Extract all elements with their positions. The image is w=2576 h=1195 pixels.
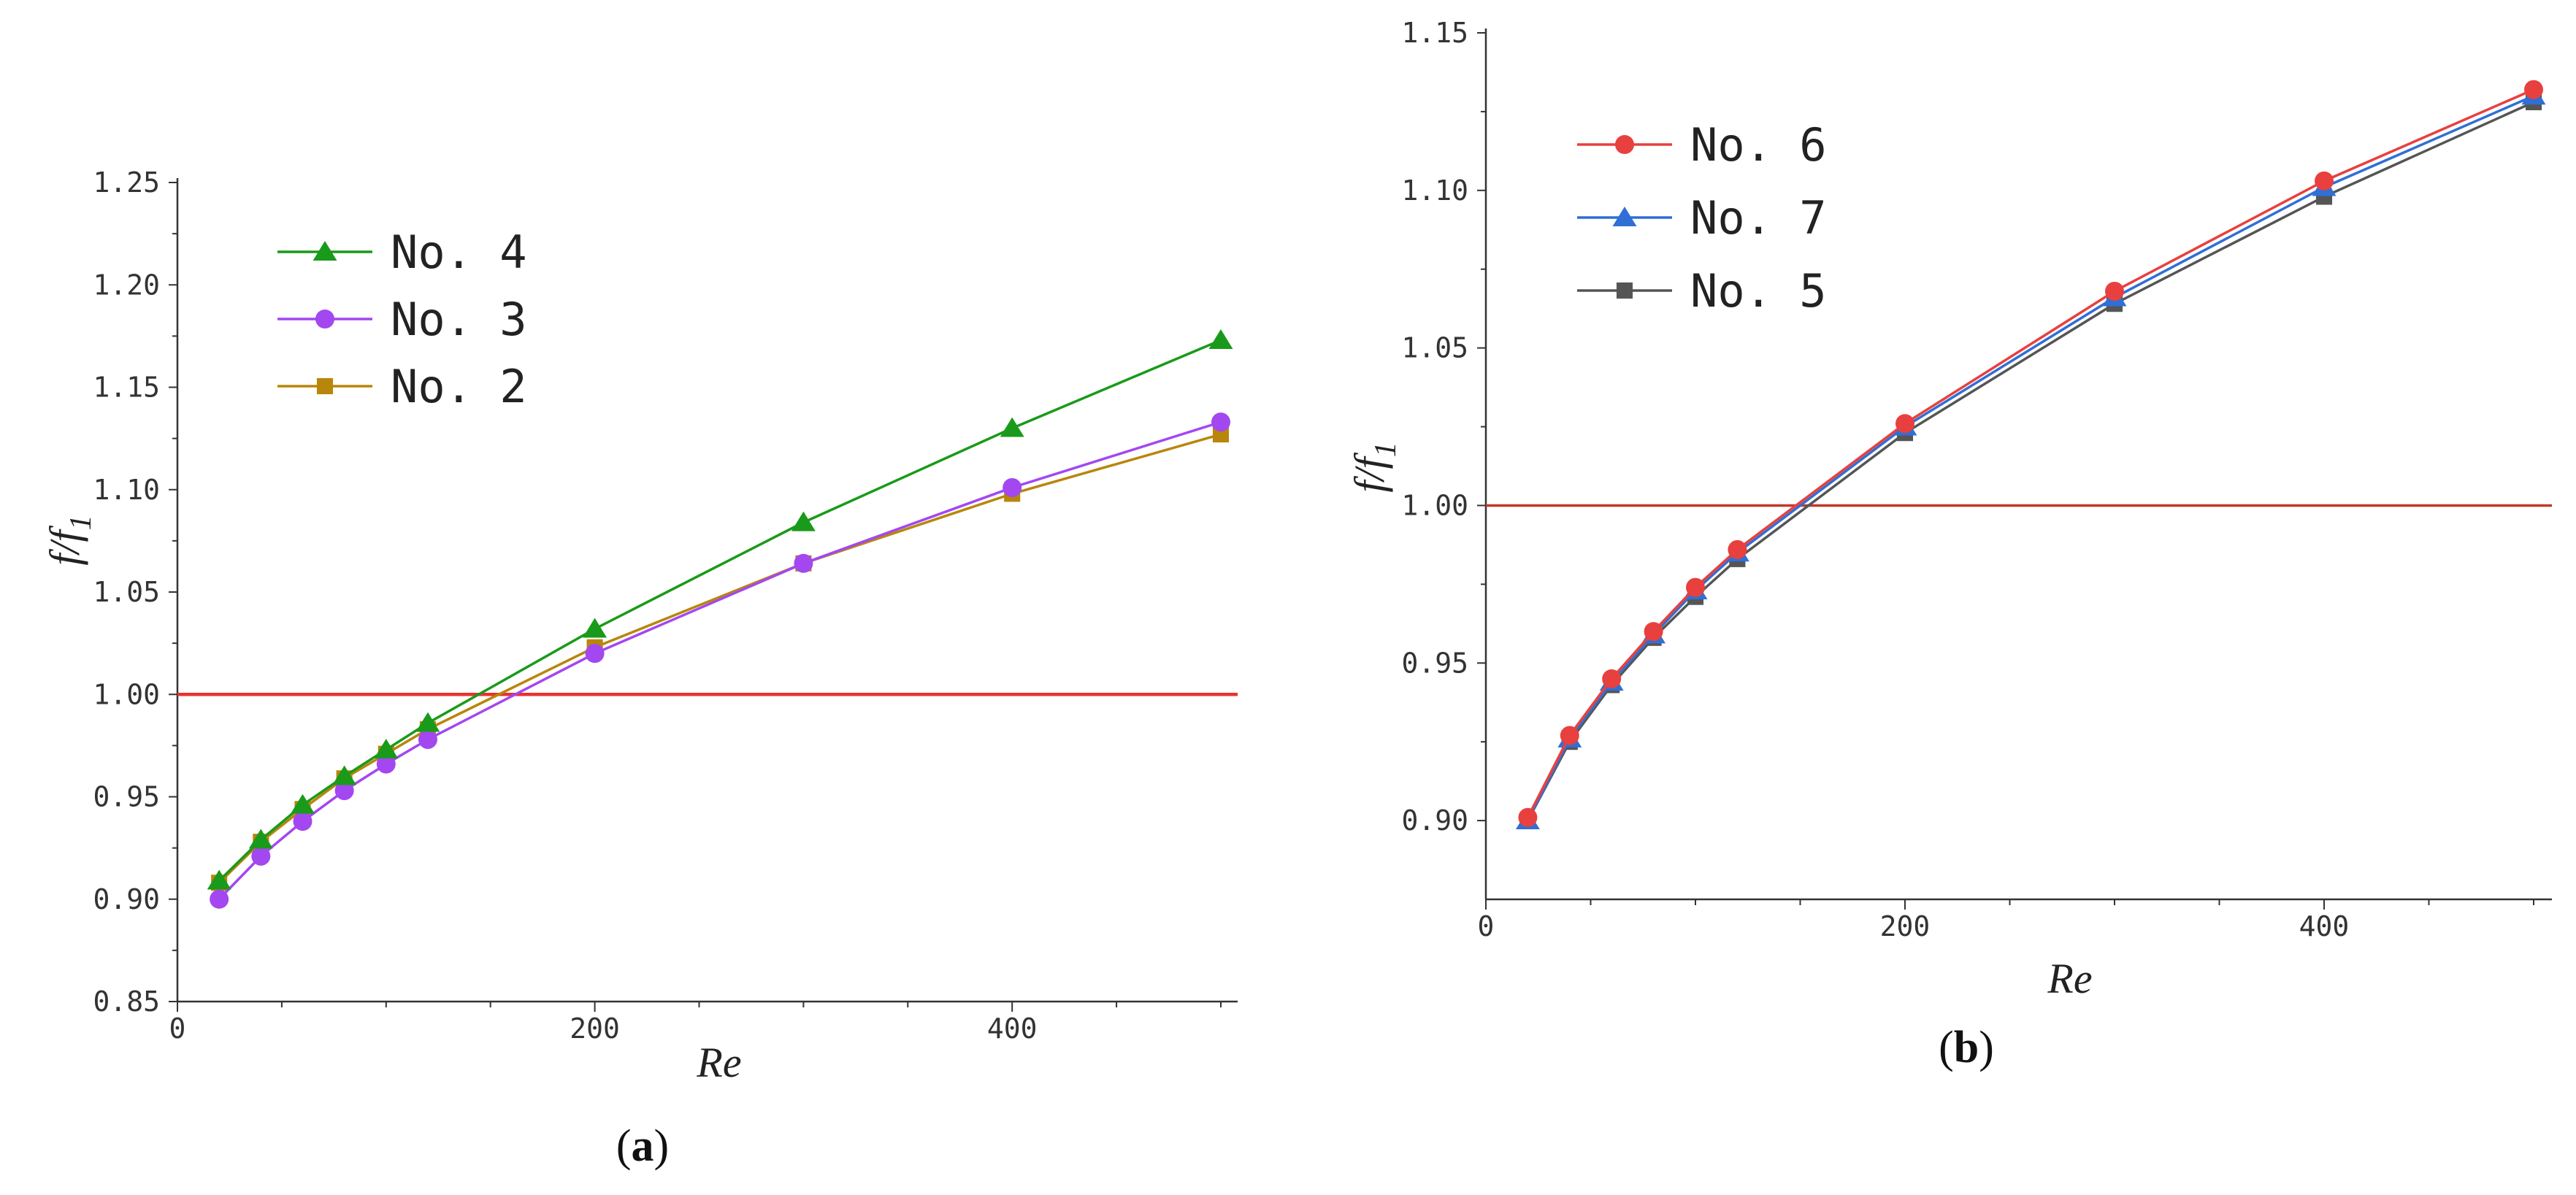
panel-label-open: ( — [1939, 1023, 1954, 1072]
data-point — [1686, 577, 1705, 597]
y-tick-label: 1.15 — [1401, 17, 1468, 49]
y-axis-label-subscript: 1 — [64, 515, 98, 530]
data-point — [376, 754, 396, 774]
legend-marker — [315, 310, 334, 328]
legend-label: No. 5 — [1690, 264, 1827, 318]
y-tick-label: 1.10 — [93, 474, 160, 506]
panel-label-close: ) — [654, 1121, 670, 1171]
legend-label: No. 4 — [391, 226, 527, 279]
y-tick-label: 1.05 — [93, 576, 160, 608]
data-point — [794, 553, 813, 573]
panel-label: (b) — [1939, 1023, 1994, 1072]
legend: No. 4 No. 3 No. 2 — [277, 226, 527, 413]
y-tick-label: 1.00 — [93, 678, 160, 710]
data-point — [293, 812, 313, 831]
data-point — [1518, 807, 1538, 827]
series-line — [218, 420, 1222, 900]
y-tick-label: 0.95 — [93, 781, 160, 813]
data-point — [251, 846, 271, 866]
data-point — [2315, 171, 2334, 191]
series-no-4 — [207, 329, 1233, 890]
data-point — [583, 618, 607, 638]
x-axis-label: Re — [696, 1039, 741, 1086]
panel-label-letter: b — [1954, 1023, 1979, 1072]
data-point — [374, 739, 399, 758]
data-point — [1560, 726, 1579, 745]
data-point — [2524, 80, 2543, 99]
data-point — [791, 511, 816, 531]
y-axis-label-main: f/f — [1346, 452, 1393, 492]
data-point — [415, 712, 440, 732]
y-tick-label: 1.00 — [1401, 489, 1468, 521]
y-tick-label: 1.05 — [1401, 332, 1468, 364]
data-point — [291, 794, 315, 814]
y-axis-label: f/f1 — [1346, 442, 1403, 492]
x-tick-label: 200 — [570, 1013, 620, 1045]
y-axis-label-subscript: 1 — [1369, 442, 1403, 457]
panel-label-close: ) — [1979, 1023, 1994, 1072]
data-point — [1211, 412, 1230, 432]
data-point — [332, 765, 357, 785]
y-tick-label: 0.90 — [93, 883, 160, 915]
series-line — [1526, 101, 2534, 821]
x-tick-label: 0 — [1478, 910, 1495, 942]
y-tick-label: 1.15 — [93, 372, 160, 404]
y-tick-label: 0.90 — [1401, 804, 1468, 837]
legend-label: No. 3 — [391, 293, 527, 346]
y-tick-label: 0.95 — [1401, 647, 1468, 679]
data-point — [248, 829, 273, 849]
y-axis-label-main: f/f — [41, 525, 88, 565]
data-point — [210, 889, 229, 909]
y-tick-label: 1.25 — [93, 166, 160, 199]
legend-marker — [1615, 135, 1634, 154]
x-tick-label: 400 — [2299, 910, 2350, 942]
legend-marker — [316, 377, 334, 395]
chart-a: 0 200 400 0.85 0.90 0.95 1.00 1.05 1.10 1.15 1.20 1… — [41, 166, 1238, 1171]
y-tick-label: 0.85 — [93, 985, 160, 1018]
series-line — [1526, 88, 2534, 818]
data-point — [1728, 539, 1747, 559]
data-point — [1003, 477, 1022, 497]
data-point — [585, 644, 605, 664]
series-no-3 — [210, 412, 1230, 909]
series-no-5 — [1519, 93, 2542, 829]
series-line — [218, 339, 1222, 882]
data-point — [207, 869, 231, 890]
y-tick-label: 1.10 — [1401, 174, 1468, 207]
panel-label: (a) — [616, 1121, 669, 1171]
x-tick-label: 400 — [987, 1013, 1038, 1045]
x-axis-label: Re — [2047, 955, 2092, 1002]
x-tick-label: 0 — [169, 1013, 186, 1045]
series-line — [218, 433, 1222, 884]
legend-marker — [313, 241, 337, 261]
series-line — [1526, 94, 2534, 821]
data-point — [1000, 417, 1024, 437]
legend-marker — [1616, 282, 1633, 299]
x-tick-label: 200 — [1880, 910, 1931, 942]
series-no-6 — [1518, 80, 2543, 827]
data-point — [2105, 281, 2124, 301]
data-point — [334, 781, 354, 801]
legend-marker — [1612, 207, 1637, 226]
data-point — [1208, 329, 1233, 349]
series-no-7 — [1515, 85, 2546, 830]
legend-label: No. 7 — [1690, 191, 1827, 245]
legend-label: No. 2 — [391, 360, 527, 413]
legend: No. 6 No. 7 No. 5 — [1577, 118, 1827, 318]
series-no-2 — [211, 426, 1230, 891]
legend-label: No. 6 — [1690, 118, 1827, 172]
panel-label-open: ( — [616, 1121, 632, 1171]
data-point — [1602, 669, 1622, 688]
y-axis-label: f/f1 — [41, 515, 98, 565]
data-point — [418, 729, 437, 749]
panel-label-letter: a — [632, 1121, 654, 1171]
y-tick-label: 1.20 — [93, 269, 160, 301]
data-point — [1895, 414, 1914, 434]
data-point — [1644, 622, 1663, 642]
